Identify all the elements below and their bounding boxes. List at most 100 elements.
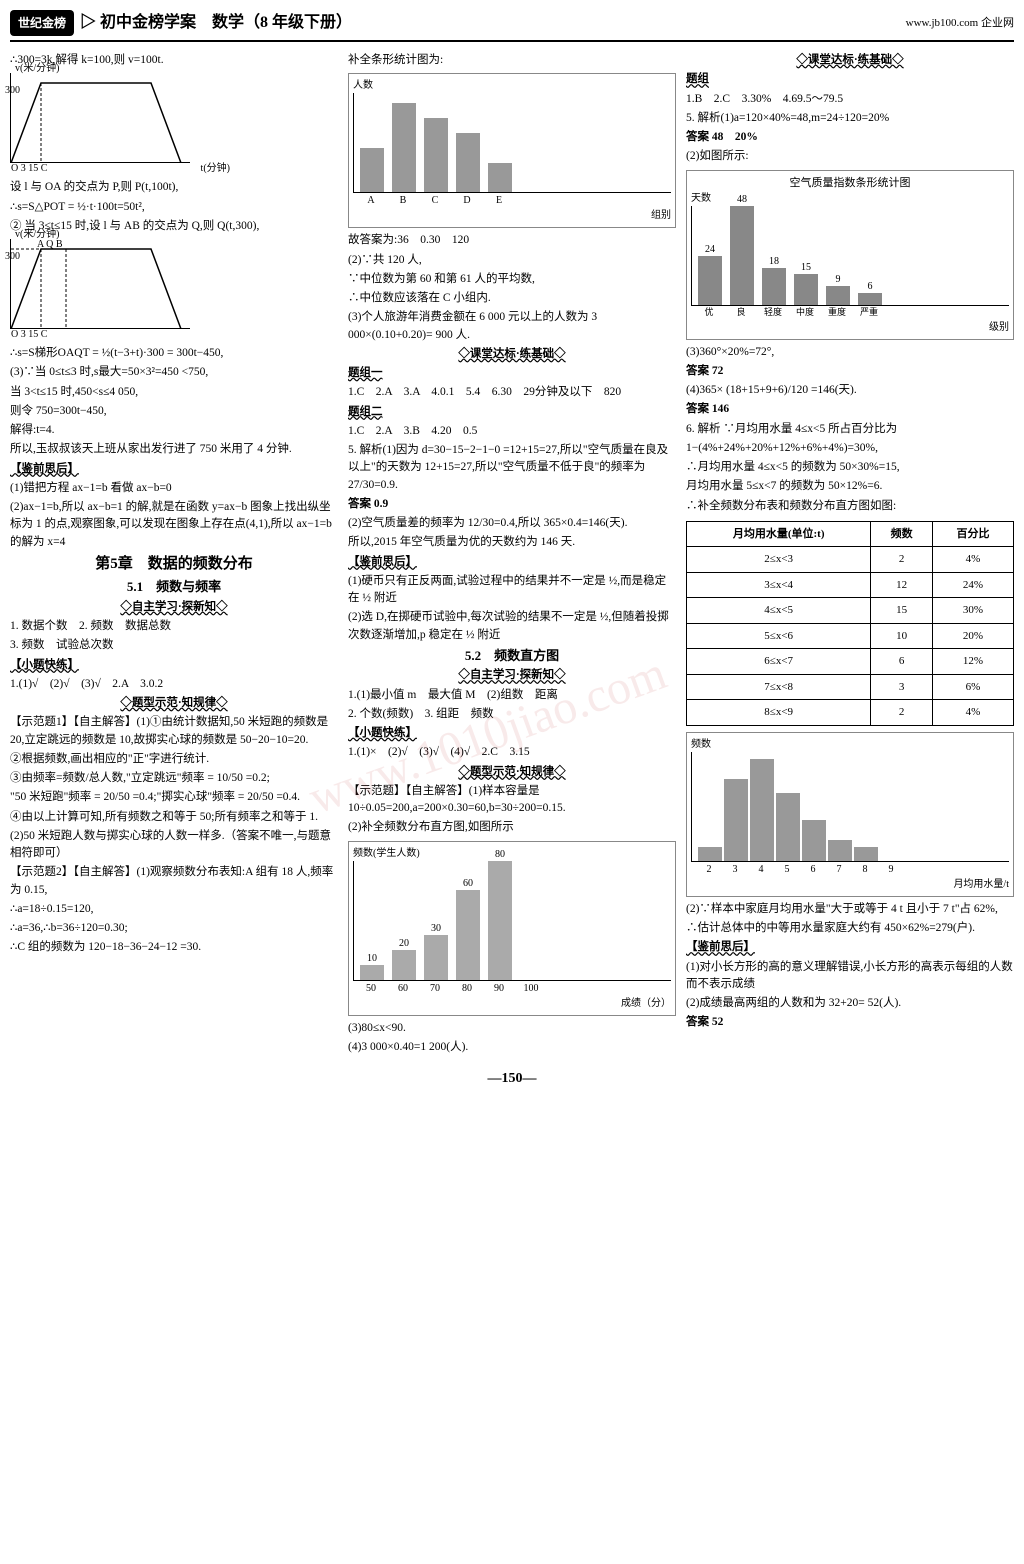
table-row: 7≤x<836% <box>687 674 1014 700</box>
table-cell: 7≤x<8 <box>687 674 871 700</box>
text: 1−(4%+24%+20%+12%+6%+4%)=30%, <box>686 440 1014 457</box>
table-header: 月均用水量(单位:t) <box>687 521 871 547</box>
text: 1.B 2.C 3.30% 4.69.5～79.5 <box>686 91 1014 108</box>
text: ④由以上计算可知,所有频数之和等于 50;所有频率之和等于 1. <box>10 809 338 826</box>
table-cell: 2 <box>871 547 933 573</box>
header-title: ▷ 初中金榜学案 数学（8 年级下册） <box>80 11 352 35</box>
table-header: 频数 <box>871 521 933 547</box>
bar: 60 <box>456 890 480 979</box>
table-row: 3≤x<41224% <box>687 572 1014 598</box>
table-cell: 3 <box>871 674 933 700</box>
chart-4: 频数 23456789 月均用水量/t <box>686 732 1014 897</box>
y-axis-label: v(米/分钟) <box>15 61 59 76</box>
table-row: 4≤x<51530% <box>687 598 1014 624</box>
bar <box>854 847 878 861</box>
text: 【示范题1】【自主解答】(1)①由统计数据知,50 米短跑的频数是 20,立定跳… <box>10 714 338 749</box>
text: (3)360°×20%=72°, <box>686 344 1014 361</box>
y-axis-label: 频数(学生人数) <box>353 846 671 861</box>
table-row: 2≤x<324% <box>687 547 1014 573</box>
subsection-zizhu: ◇自主学习·探新知◇ <box>10 599 338 616</box>
text: (1)硬币只有正反两面,试验过程中的结果并不一定是 ½,而是稳定在 ½ 附近 <box>348 573 676 608</box>
subsection-kuailian: 【小题快练】 <box>10 657 338 674</box>
table-cell: 10 <box>871 623 933 649</box>
text: ∴估计总体中的中等用水量家庭大约有 450×62%=279(户). <box>686 920 1014 937</box>
table-cell: 12% <box>932 649 1013 675</box>
section-jianqian: 【鉴前思后】 <box>10 461 338 478</box>
x-axis-label: 级别 <box>691 320 1009 335</box>
text: 1.C 2.A 3.B 4.20 0.5 <box>348 423 676 440</box>
chart-2: 频数(学生人数) 1020306080 5060708090100 成绩（分） <box>348 841 676 1016</box>
subsection-ketang: ◇课堂达标·练基础◇ <box>348 346 676 363</box>
text: "50 米短跑"频率 = 20/50 =0.4;"掷实心球"频率 = 20/50… <box>10 789 338 806</box>
text: 5. 解析(1)a=120×40%=48,m=24÷120=20% <box>686 110 1014 127</box>
y-axis-label: 频数 <box>691 737 1009 752</box>
trapezoid-icon <box>11 73 191 163</box>
text: ∵中位数为第 60 和第 61 人的平均数, <box>348 271 676 288</box>
table-row: 8≤x<924% <box>687 700 1014 726</box>
bar: 24 <box>698 256 722 306</box>
text: ∴补全频数分布表和频数分布直方图如图: <box>686 498 1014 515</box>
page-header: 世纪金榜 ▷ 初中金榜学案 数学（8 年级下册） www.jb100.com 企… <box>10 10 1014 42</box>
text: ∴a=18÷0.15=120, <box>10 901 338 918</box>
text: 则令 750=300t−450, <box>10 403 338 420</box>
table-cell: 12 <box>871 572 933 598</box>
text: (2)空气质量差的频率为 12/30=0.4,所以 365×0.4=146(天)… <box>348 515 676 532</box>
text: ∴s=S梯形OAQT = ½(t−3+t)·300 = 300t−450, <box>10 345 338 362</box>
table-cell: 5≤x<6 <box>687 623 871 649</box>
text: 【示范题】【自主解答】(1)样本容量是 10÷0.05=200,a=200×0.… <box>348 783 676 818</box>
table-cell: 2 <box>871 700 933 726</box>
text: (3)∵当 0≤t≤3 时,s最大=50×3²=450 <750, <box>10 364 338 381</box>
table-row: 6≤x<7612% <box>687 649 1014 675</box>
section-5-2: 5.2 频数直方图 <box>348 646 676 666</box>
x-axis-label: t(分钟) <box>201 161 230 176</box>
table-cell: 6 <box>871 649 933 675</box>
x-ticks: O 3 15 C <box>11 161 47 176</box>
table-cell: 2≤x<3 <box>687 547 871 573</box>
bar: 6 <box>858 293 882 305</box>
bar: 10 <box>360 965 384 980</box>
column-1: ∴300=3k,解得 k=100,则 v=100t. v(米/分钟) 300 O… <box>10 50 338 1058</box>
table-header-row: 月均用水量(单位:t)频数百分比 <box>687 521 1014 547</box>
text: (2)∵共 120 人, <box>348 252 676 269</box>
text: (1)错把方程 ax−1=b 看做 ax−b=0 <box>10 480 338 497</box>
text: (2)如图所示: <box>686 148 1014 165</box>
chart-3: 空气质量指数条形统计图 天数 2448181596 优良轻度中度重度严重 级别 <box>686 170 1014 340</box>
graph-labels: A Q B <box>37 237 63 252</box>
text: (2)∵样本中家庭月均用水量"大于或等于 4 t 且小于 7 t"占 62%, <box>686 901 1014 918</box>
text: 5. 解析(1)因为 d=30−15−2−1−0 =12+15=27,所以"空气… <box>348 442 676 494</box>
text: (4)365× (18+15+9+6)/120 =146(天). <box>686 382 1014 399</box>
chapter-title: 第5章 数据的频数分布 <box>10 553 338 576</box>
text: ②根据频数,画出相应的"正"字进行统计. <box>10 751 338 768</box>
text: 1.C 2.A 3.A 4.0.1 5.4 6.30 29分钟及以下 820 <box>348 384 676 401</box>
bar <box>776 793 800 861</box>
table-header: 百分比 <box>932 521 1013 547</box>
text: 1. 数据个数 2. 频数 数据总数 <box>10 618 338 635</box>
frequency-table: 月均用水量(单位:t)频数百分比 2≤x<324%3≤x<41224%4≤x<5… <box>686 521 1014 726</box>
section-5-1: 5.1 频数与频率 <box>10 577 338 597</box>
text: (3)80≤x<90. <box>348 1020 676 1037</box>
bar: 15 <box>794 274 818 305</box>
table-cell: 8≤x<9 <box>687 700 871 726</box>
x-ticks: O 3 15 C <box>11 327 47 342</box>
table-cell: 4% <box>932 700 1013 726</box>
text: 所以,玉叔叔该天上班从家出发行进了 750 米用了 4 分钟. <box>10 441 338 458</box>
text: 当 3<t≤15 时,450<s≤4 050, <box>10 384 338 401</box>
text: 3. 频数 试验总次数 <box>10 637 338 654</box>
x-labels: 5060708090100 <box>353 981 671 996</box>
text: 所以,2015 年空气质量为优的天数约为 146 天. <box>348 534 676 551</box>
answer: 答案 146 <box>686 401 1014 418</box>
bar <box>698 847 722 861</box>
subsection-tixing: ◇题型示范·知规律◇ <box>10 695 338 712</box>
table-cell: 30% <box>932 598 1013 624</box>
text: 6. 解析 ∵月均用水量 4≤x<5 所占百分比为 <box>686 421 1014 438</box>
bar: 20 <box>392 950 416 980</box>
bar: 30 <box>424 935 448 980</box>
table-cell: 6% <box>932 674 1013 700</box>
answer: 答案 52 <box>686 1014 1014 1031</box>
text: (3)个人旅游年消费金额在 6 000 元以上的人数为 3 000×(0.10+… <box>348 309 676 344</box>
text: (2)50 米短跑人数与掷实心球的人数一样多.（答案不唯一,与题意相符即可） <box>10 828 338 863</box>
table-cell: 20% <box>932 623 1013 649</box>
bar-chart <box>353 93 671 193</box>
table-cell: 3≤x<4 <box>687 572 871 598</box>
text: (2)成绩最高两组的人数和为 32+20= 52(人). <box>686 995 1014 1012</box>
